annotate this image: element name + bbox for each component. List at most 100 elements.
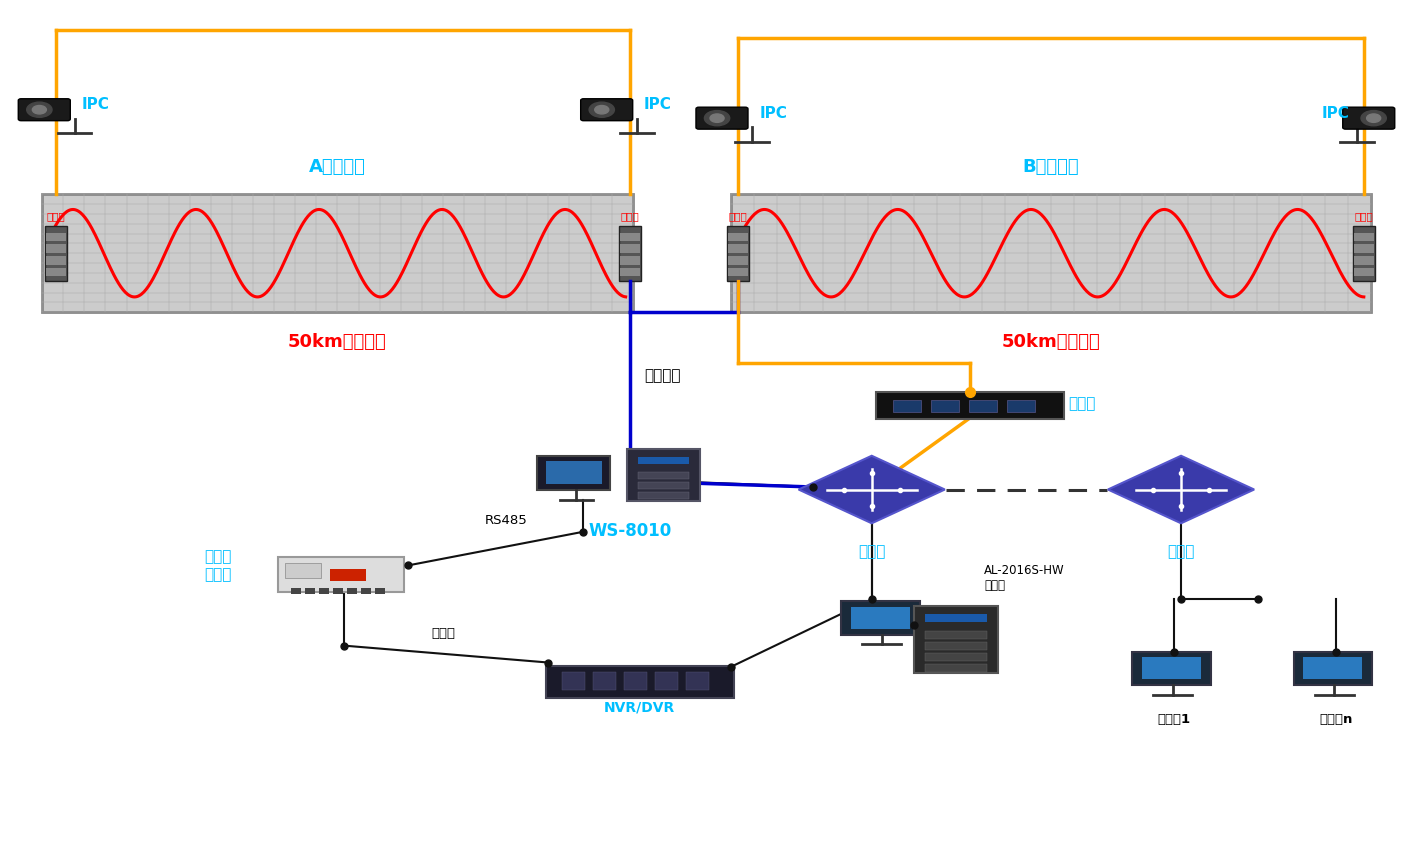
FancyBboxPatch shape: [728, 257, 748, 265]
Circle shape: [704, 111, 730, 126]
Polygon shape: [1108, 456, 1254, 523]
FancyBboxPatch shape: [546, 666, 734, 698]
FancyBboxPatch shape: [1294, 652, 1372, 685]
Text: 分割盒: 分割盒: [728, 212, 748, 222]
Text: A通道防区: A通道防区: [309, 158, 366, 176]
FancyBboxPatch shape: [1354, 232, 1374, 241]
Polygon shape: [799, 456, 945, 523]
Text: 客户端n: 客户端n: [1319, 713, 1353, 726]
FancyBboxPatch shape: [1354, 268, 1374, 277]
Text: 引导光缆: 引导光缆: [644, 368, 681, 383]
Text: IPC: IPC: [644, 97, 672, 112]
FancyBboxPatch shape: [925, 664, 987, 672]
FancyBboxPatch shape: [728, 232, 748, 241]
FancyBboxPatch shape: [731, 194, 1371, 312]
FancyBboxPatch shape: [285, 563, 321, 578]
Text: 50km敏感光缆: 50km敏感光缆: [288, 333, 387, 351]
FancyBboxPatch shape: [1142, 657, 1201, 679]
FancyBboxPatch shape: [925, 614, 987, 622]
Text: 分割盒: 分割盒: [46, 212, 66, 222]
Text: 客户端1: 客户端1: [1157, 713, 1191, 726]
Text: WS-8010: WS-8010: [588, 522, 672, 539]
Text: B通道防区: B通道防区: [1022, 158, 1080, 176]
FancyBboxPatch shape: [638, 457, 689, 464]
FancyBboxPatch shape: [537, 456, 610, 490]
FancyBboxPatch shape: [638, 492, 689, 499]
Text: 光端机: 光端机: [1069, 396, 1095, 411]
FancyBboxPatch shape: [361, 588, 371, 594]
Text: 交换机: 交换机: [858, 544, 886, 560]
FancyBboxPatch shape: [638, 482, 689, 489]
Text: IPC: IPC: [1322, 106, 1350, 121]
FancyBboxPatch shape: [1353, 226, 1375, 281]
FancyBboxPatch shape: [841, 601, 920, 635]
FancyBboxPatch shape: [655, 672, 678, 690]
FancyBboxPatch shape: [46, 245, 66, 253]
FancyBboxPatch shape: [727, 226, 749, 281]
Circle shape: [595, 106, 609, 114]
FancyBboxPatch shape: [686, 672, 709, 690]
FancyBboxPatch shape: [375, 588, 385, 594]
FancyBboxPatch shape: [728, 245, 748, 253]
FancyBboxPatch shape: [728, 268, 748, 277]
FancyBboxPatch shape: [620, 257, 640, 265]
FancyBboxPatch shape: [624, 672, 647, 690]
FancyBboxPatch shape: [347, 588, 357, 594]
FancyBboxPatch shape: [620, 245, 640, 253]
Text: NVR/DVR: NVR/DVR: [605, 701, 675, 715]
FancyBboxPatch shape: [46, 257, 66, 265]
FancyBboxPatch shape: [330, 569, 366, 581]
FancyBboxPatch shape: [620, 232, 640, 241]
FancyBboxPatch shape: [1303, 657, 1362, 679]
FancyBboxPatch shape: [925, 642, 987, 650]
FancyBboxPatch shape: [1354, 245, 1374, 253]
Text: IPC: IPC: [759, 106, 787, 121]
FancyBboxPatch shape: [593, 672, 616, 690]
FancyBboxPatch shape: [1007, 400, 1035, 412]
FancyBboxPatch shape: [969, 400, 997, 412]
Text: AL-2016S-HW
服务器: AL-2016S-HW 服务器: [984, 565, 1064, 592]
Circle shape: [589, 102, 614, 117]
Text: 开关量
转换器: 开关量 转换器: [204, 549, 232, 582]
Circle shape: [710, 114, 724, 122]
Circle shape: [1361, 111, 1386, 126]
FancyBboxPatch shape: [45, 226, 67, 281]
FancyBboxPatch shape: [18, 99, 70, 121]
FancyBboxPatch shape: [291, 588, 301, 594]
Circle shape: [1367, 114, 1381, 122]
FancyBboxPatch shape: [1343, 107, 1395, 129]
FancyBboxPatch shape: [46, 268, 66, 277]
Text: 分割盒: 分割盒: [620, 212, 640, 222]
FancyBboxPatch shape: [925, 653, 987, 661]
Text: 开关量: 开关量: [430, 627, 456, 640]
FancyBboxPatch shape: [620, 268, 640, 277]
FancyBboxPatch shape: [627, 449, 700, 501]
Text: 交换机: 交换机: [1167, 544, 1195, 560]
FancyBboxPatch shape: [278, 557, 404, 592]
Text: 分割盒: 分割盒: [1354, 212, 1374, 222]
FancyBboxPatch shape: [619, 226, 641, 281]
FancyBboxPatch shape: [42, 194, 633, 312]
FancyBboxPatch shape: [333, 588, 343, 594]
FancyBboxPatch shape: [562, 672, 585, 690]
FancyBboxPatch shape: [46, 232, 66, 241]
FancyBboxPatch shape: [893, 400, 921, 412]
FancyBboxPatch shape: [696, 107, 748, 129]
FancyBboxPatch shape: [931, 400, 959, 412]
FancyBboxPatch shape: [638, 472, 689, 479]
FancyBboxPatch shape: [914, 606, 998, 673]
FancyBboxPatch shape: [876, 392, 1064, 419]
FancyBboxPatch shape: [1132, 652, 1211, 685]
Text: IPC: IPC: [82, 97, 110, 112]
Text: RS485: RS485: [485, 515, 527, 528]
Circle shape: [32, 106, 46, 114]
FancyBboxPatch shape: [305, 588, 315, 594]
FancyBboxPatch shape: [319, 588, 329, 594]
Circle shape: [27, 102, 52, 117]
FancyBboxPatch shape: [546, 461, 602, 484]
FancyBboxPatch shape: [851, 607, 910, 629]
Text: 50km敏感光缆: 50km敏感光缆: [1001, 333, 1101, 351]
FancyBboxPatch shape: [925, 631, 987, 639]
FancyBboxPatch shape: [581, 99, 633, 121]
FancyBboxPatch shape: [1354, 257, 1374, 265]
